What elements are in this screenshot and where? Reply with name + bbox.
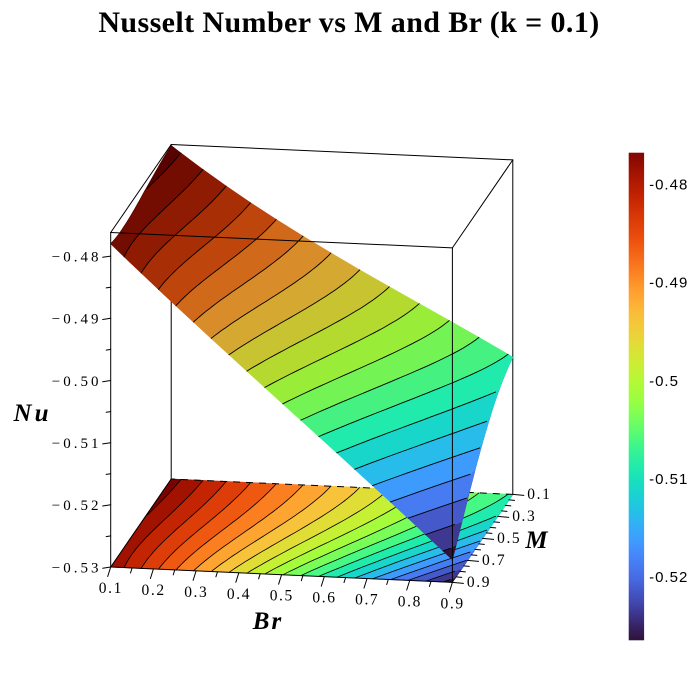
- svg-text:0.5: 0.5: [497, 530, 521, 547]
- svg-text:0.7: 0.7: [482, 552, 506, 569]
- svg-text:0.3: 0.3: [184, 584, 208, 601]
- svg-text:-0.49: -0.49: [649, 275, 688, 292]
- svg-text:−0.49: −0.49: [52, 312, 102, 328]
- svg-text:-0.48: -0.48: [649, 177, 688, 194]
- svg-text:-0.52: -0.52: [649, 569, 688, 586]
- svg-text:0.9: 0.9: [441, 595, 465, 612]
- svg-text:0.8: 0.8: [398, 594, 422, 611]
- svg-text:0.6: 0.6: [312, 590, 336, 607]
- svg-text:−0.51: −0.51: [52, 436, 102, 452]
- svg-text:0.1: 0.1: [99, 580, 123, 597]
- svg-text:−0.48: −0.48: [52, 250, 102, 266]
- svg-text:−0.53: −0.53: [52, 560, 102, 576]
- svg-text:0.7: 0.7: [355, 592, 379, 609]
- svg-text:0.1: 0.1: [527, 486, 551, 503]
- svg-text:-0.51: -0.51: [649, 471, 688, 488]
- svg-text:M: M: [524, 527, 548, 554]
- svg-text:0.2: 0.2: [142, 582, 166, 599]
- svg-text:0.3: 0.3: [512, 508, 536, 525]
- svg-text:-0.5: -0.5: [649, 373, 679, 390]
- svg-text:Nu: Nu: [13, 400, 52, 427]
- svg-text:−0.52: −0.52: [52, 498, 102, 514]
- svg-text:−0.50: −0.50: [52, 374, 102, 390]
- svg-text:Nusselt Number vs M and Br (k: Nusselt Number vs M and Br (k = 0.1): [98, 6, 599, 39]
- svg-text:0.4: 0.4: [227, 586, 251, 603]
- svg-text:0.9: 0.9: [467, 574, 491, 591]
- svg-text:Br: Br: [252, 608, 283, 635]
- svg-text:0.5: 0.5: [270, 588, 294, 605]
